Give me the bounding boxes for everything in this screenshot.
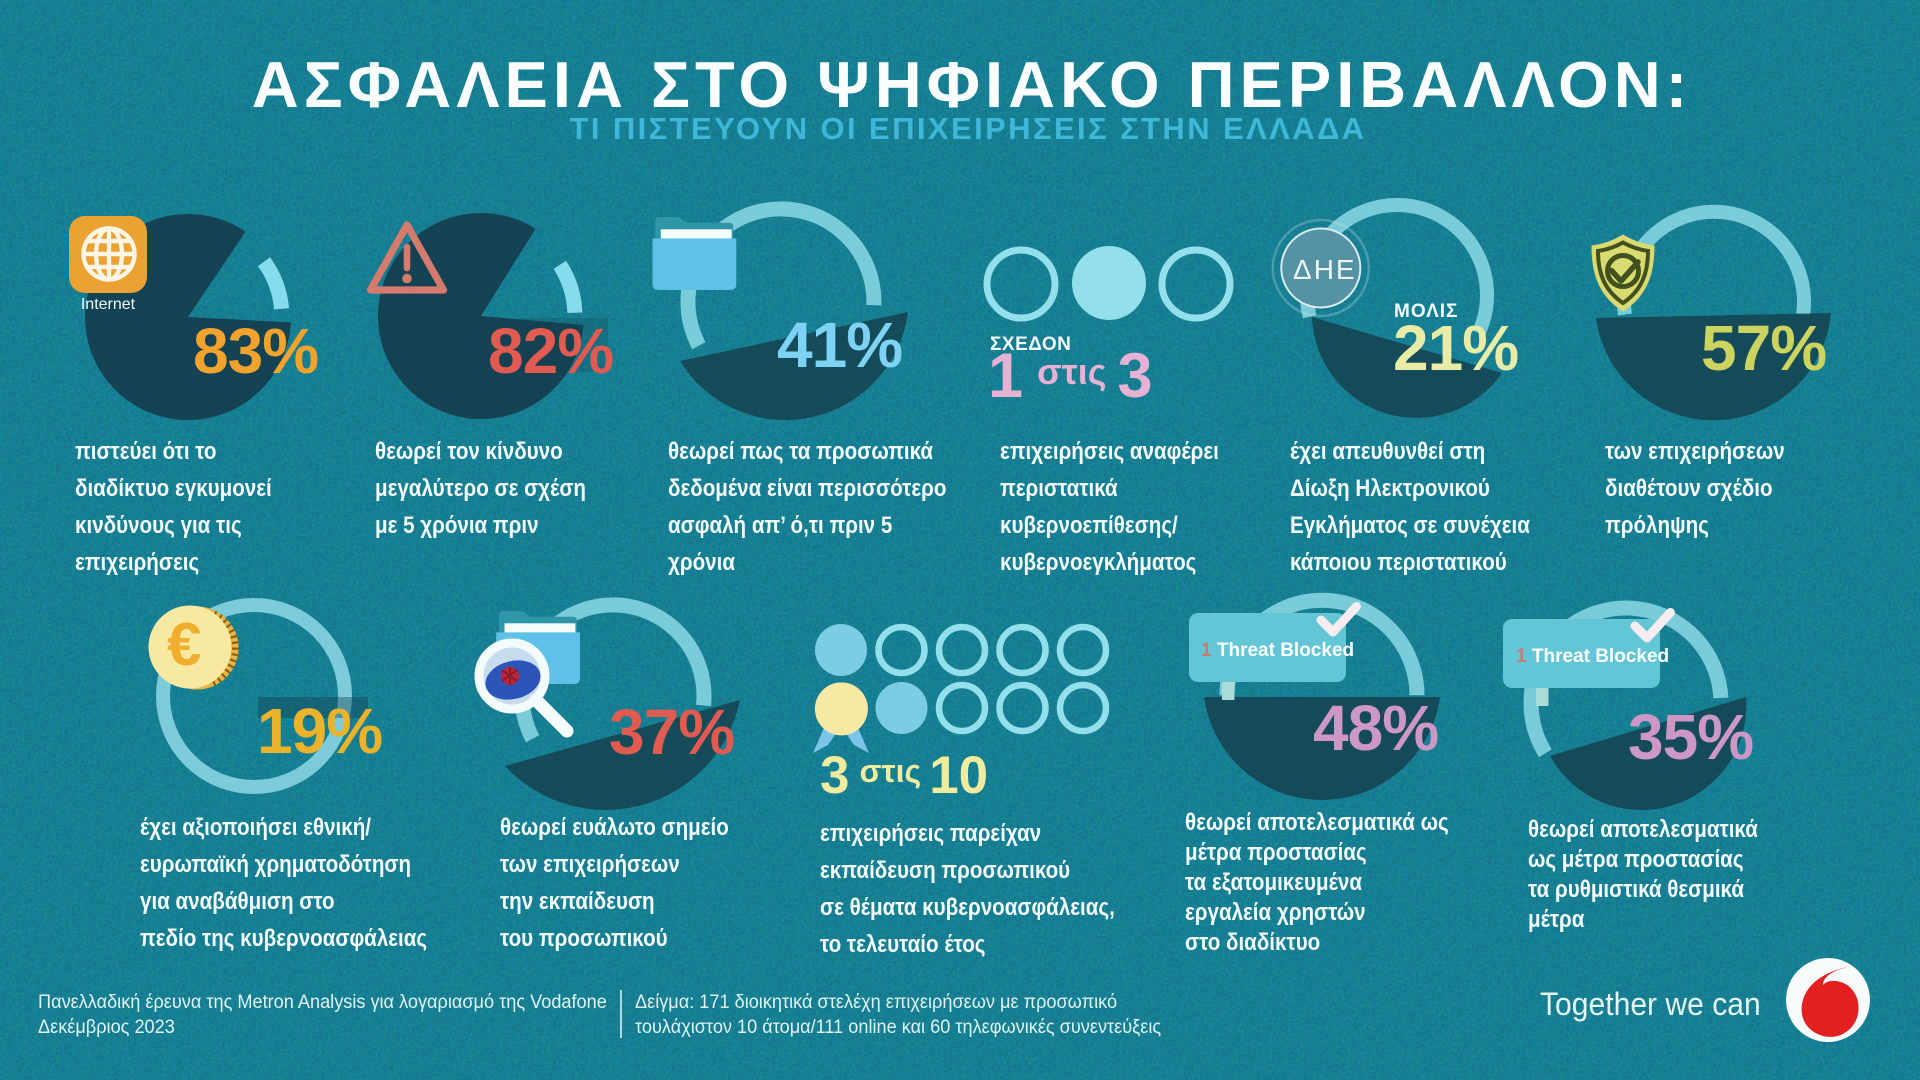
svg-text:€: € — [167, 611, 201, 678]
